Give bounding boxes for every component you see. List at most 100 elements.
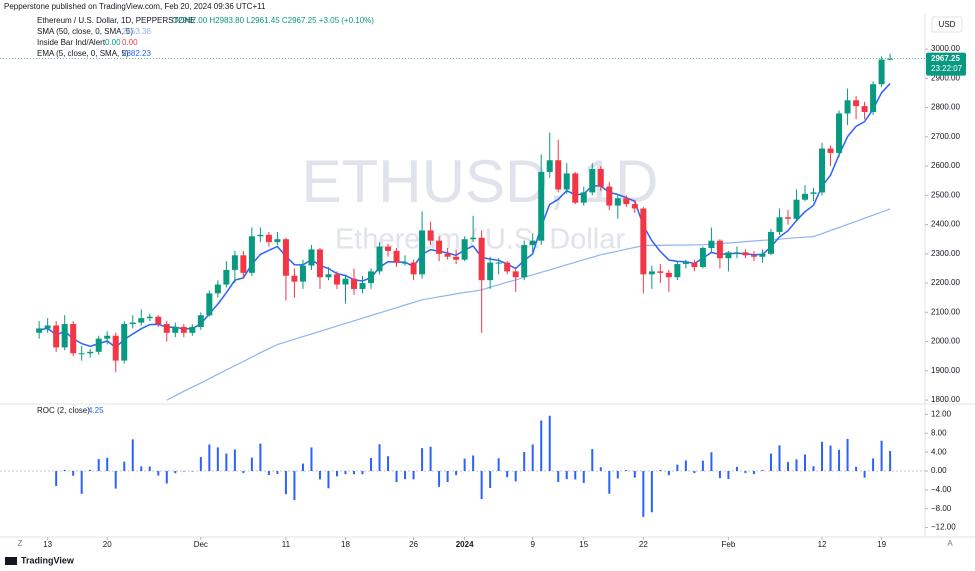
roc-bar [89, 469, 92, 471]
roc-bar [114, 471, 117, 489]
candle-body [112, 335, 119, 361]
candle-body [104, 335, 111, 339]
candle-body [231, 255, 238, 270]
y-tick-label: 3000.00 [931, 44, 960, 53]
candle-body [759, 253, 766, 257]
roc-bar [318, 471, 321, 480]
indicator-value: 2882.23 [122, 49, 151, 58]
candle-body [725, 252, 732, 259]
roc-bar [250, 457, 253, 471]
y-tick-label: −8.00 [931, 504, 952, 513]
roc-bar [872, 458, 875, 471]
candle-body [623, 198, 630, 205]
roc-bar [574, 471, 577, 480]
roc-bar [463, 458, 466, 471]
candle-body [733, 252, 740, 254]
candle-body [163, 324, 170, 333]
candle-body [631, 204, 638, 209]
candle-body [665, 272, 672, 278]
candle-body [189, 326, 196, 333]
candle-body [793, 199, 800, 219]
y-tick-label: 2100.00 [931, 307, 960, 316]
candle-body [248, 236, 255, 273]
toolbar-right[interactable]: A [947, 539, 953, 548]
roc-bar [667, 471, 670, 476]
y-tick-label: 1800.00 [931, 395, 960, 404]
roc-bar [97, 458, 100, 471]
candle-body [538, 171, 545, 241]
roc-bar [599, 467, 602, 471]
y-tick-label: 0.00 [931, 466, 947, 475]
roc-bar [421, 448, 424, 471]
indicator-value: 2453.38 [122, 27, 151, 36]
roc-bar [795, 459, 798, 471]
candle-body [699, 247, 706, 267]
roc-bar [378, 444, 381, 471]
candle-body [648, 271, 655, 275]
roc-bar [548, 415, 551, 471]
candle-body [351, 278, 358, 289]
roc-bar [80, 471, 83, 494]
roc-bar [633, 471, 636, 478]
roc-bar [625, 470, 628, 471]
roc-bar [301, 463, 304, 471]
toolbar-left[interactable]: Z [18, 539, 23, 548]
roc-bar [293, 471, 296, 501]
candle-body [36, 328, 43, 333]
candle-body [444, 253, 451, 257]
y-tick-label: 2900.00 [931, 73, 960, 82]
roc-bar [489, 471, 492, 489]
roc-bar [701, 460, 704, 471]
roc-bar [284, 471, 287, 495]
y-tick-label: 8.00 [931, 428, 947, 437]
x-tick-label: 15 [579, 540, 588, 549]
x-tick-label: 22 [639, 540, 648, 549]
roc-bar [387, 456, 390, 471]
candle-body [427, 230, 434, 241]
candle-body [342, 278, 349, 285]
candle-body [393, 250, 400, 263]
roc-bar [812, 466, 815, 471]
last-price-tag [926, 52, 966, 76]
roc-bar [446, 471, 449, 483]
roc-bar [199, 457, 202, 471]
candle-body [359, 283, 366, 289]
roc-bar [106, 457, 109, 471]
candle-body [291, 275, 298, 282]
ema-name: EMA (5, close, 0, SMA, 5) [37, 49, 129, 58]
candle-body [257, 234, 264, 237]
roc-bar [429, 446, 432, 471]
roc-bar [684, 460, 687, 471]
candle-body [555, 160, 562, 190]
x-tick-label: 9 [530, 540, 535, 549]
roc-bar [838, 449, 841, 471]
candle-body [206, 293, 213, 316]
roc-bar [259, 443, 262, 471]
candle-body [589, 169, 596, 193]
roc-bar [353, 471, 356, 475]
candle-body [529, 240, 536, 246]
roc-bar [131, 439, 134, 471]
roc-bar [157, 471, 160, 476]
publisher: Pepperstone published on TradingView.com… [4, 2, 266, 11]
candle-body [597, 169, 604, 187]
candle-body [453, 256, 460, 260]
candle-body [563, 173, 570, 190]
candle-body [282, 239, 289, 276]
logo [5, 557, 17, 565]
roc-bar [225, 453, 228, 471]
candle-body [180, 326, 187, 333]
roc-bar [361, 471, 364, 475]
roc-bar [455, 471, 458, 476]
candle-body [385, 246, 392, 251]
roc-bar [72, 471, 75, 476]
candle-body [836, 113, 843, 153]
x-tick-label: Dec [194, 540, 208, 549]
candle-body [461, 239, 468, 260]
currency-box[interactable] [931, 16, 963, 33]
roc-bar [182, 471, 185, 472]
candle-body [478, 237, 485, 281]
roc-bar [718, 471, 721, 479]
